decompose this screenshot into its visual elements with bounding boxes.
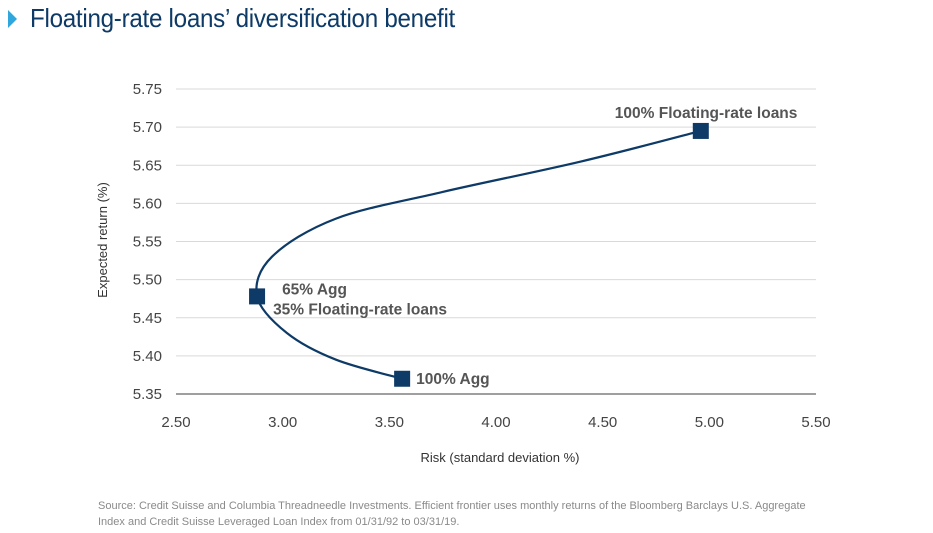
- y-tick-label: 5.35: [133, 386, 162, 403]
- label-100-agg: 100% Agg: [416, 371, 490, 388]
- label-100-floating: 100% Floating-rate loans: [615, 105, 798, 122]
- x-tick-label: 3.00: [268, 414, 297, 431]
- point-markers: [249, 122, 709, 387]
- y-tick-label: 5.60: [133, 195, 162, 212]
- chart-header: Floating-rate loans’ diversification ben…: [0, 0, 933, 40]
- source-line-1: Source: Credit Suisse and Columbia Threa…: [98, 500, 806, 512]
- y-tick-label: 5.55: [133, 234, 162, 251]
- x-tick-label: 4.50: [588, 414, 617, 431]
- y-axis-label: Expected return (%): [95, 182, 110, 298]
- y-tick-label: 5.50: [133, 272, 162, 289]
- label-65-agg: 65% Agg: [282, 281, 347, 298]
- chart-title: Floating-rate loans’ diversification ben…: [30, 3, 455, 33]
- x-tick-label: 5.50: [801, 414, 830, 431]
- source-line-2: Index and Credit Suisse Leveraged Loan I…: [98, 516, 460, 528]
- gridlines: [176, 88, 816, 395]
- series-group: [255, 129, 702, 380]
- x-axis-ticks: 2.50 3.00 3.50 4.00 4.50 5.00 5.50: [161, 414, 830, 431]
- x-tick-label: 4.00: [481, 414, 510, 431]
- efficient-frontier-line: [255, 129, 702, 380]
- x-tick-label: 5.00: [695, 414, 724, 431]
- y-tick-label: 5.65: [133, 157, 162, 174]
- y-tick-label: 5.40: [133, 348, 162, 365]
- point-marker: [692, 122, 709, 139]
- x-tick-label: 3.50: [375, 414, 404, 431]
- y-axis-ticks: 5.35 5.40 5.45 5.50 5.55 5.60 5.65 5.70 5.75: [133, 81, 162, 403]
- label-35-floating: 35% Floating-rate loans: [273, 301, 447, 318]
- point-marker: [394, 370, 411, 387]
- point-marker: [249, 288, 266, 305]
- point-annotations: 100% Floating-rate loans 65% Agg 35% Float…: [273, 105, 797, 388]
- y-tick-label: 5.75: [133, 81, 162, 98]
- x-axis-label: Risk (standard deviation %): [421, 450, 580, 465]
- x-tick-label: 2.50: [161, 414, 190, 431]
- y-tick-label: 5.45: [133, 310, 162, 327]
- y-tick-label: 5.70: [133, 119, 162, 136]
- title-marker-icon: [8, 10, 17, 28]
- source-note: Source: Credit Suisse and Columbia Threa…: [98, 498, 888, 530]
